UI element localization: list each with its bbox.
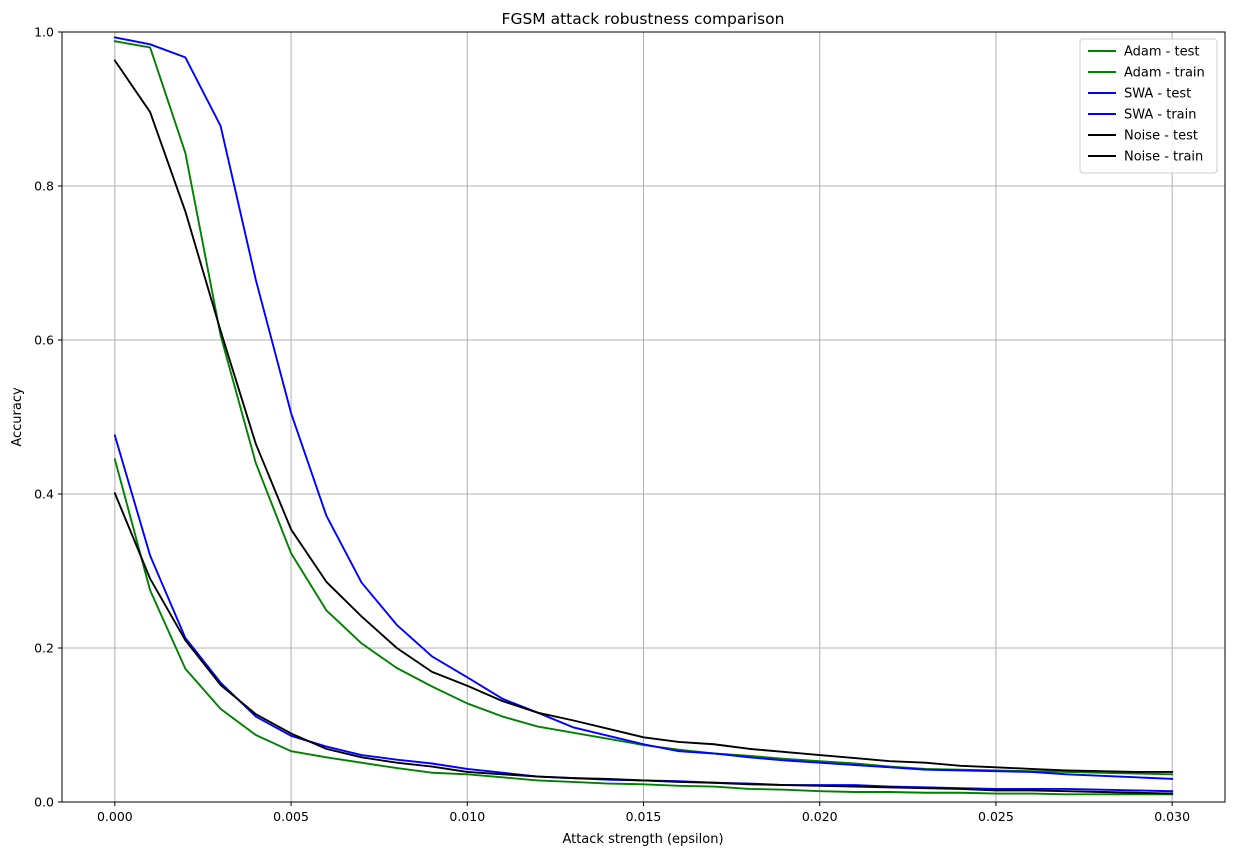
legend-entry: Adam - train <box>1124 66 1205 81</box>
series-line-adam-test <box>113 458 1174 796</box>
y-tick-label: 0.6 <box>34 333 54 348</box>
series-line-noise-train <box>113 59 1174 773</box>
legend-entry: Adam - test <box>1124 45 1199 60</box>
series-line-noise-test <box>113 491 1174 795</box>
y-tick-label: 0.8 <box>34 179 54 194</box>
grid <box>62 31 1225 803</box>
x-axis-ticks: 0.000 0.005 0.010 0.015 0.020 0.025 0.030 <box>97 802 1190 824</box>
x-tick-label: 0.005 <box>273 809 309 824</box>
y-tick-label: 0.0 <box>34 795 54 810</box>
legend-entry: Noise - test <box>1124 129 1198 144</box>
legend-entry: Noise - train <box>1124 150 1203 165</box>
x-tick-label: 0.020 <box>802 809 838 824</box>
x-tick-label: 0.000 <box>97 809 133 824</box>
chart-title: FGSM attack robustness comparison <box>502 10 785 28</box>
series-line-swa-train <box>113 36 1174 780</box>
legend-entry: SWA - train <box>1124 108 1197 123</box>
y-tick-label: 0.2 <box>34 641 54 656</box>
x-tick-label: 0.010 <box>449 809 485 824</box>
y-axis-label: Accuracy <box>10 387 25 447</box>
legend-entry: SWA - test <box>1124 87 1191 102</box>
y-tick-label: 1.0 <box>34 25 54 40</box>
x-tick-label: 0.030 <box>1154 809 1190 824</box>
x-tick-label: 0.015 <box>626 809 662 824</box>
legend: Adam - test Adam - train SWA - test SWA - t… <box>1079 38 1218 174</box>
plot-series <box>113 36 1174 796</box>
y-axis-ticks: 0.0 0.2 0.4 0.6 0.8 1.0 <box>34 25 62 810</box>
x-axis-label: Attack strength (epsilon) <box>562 832 723 847</box>
y-tick-label: 0.4 <box>34 487 54 502</box>
x-tick-label: 0.025 <box>978 809 1014 824</box>
